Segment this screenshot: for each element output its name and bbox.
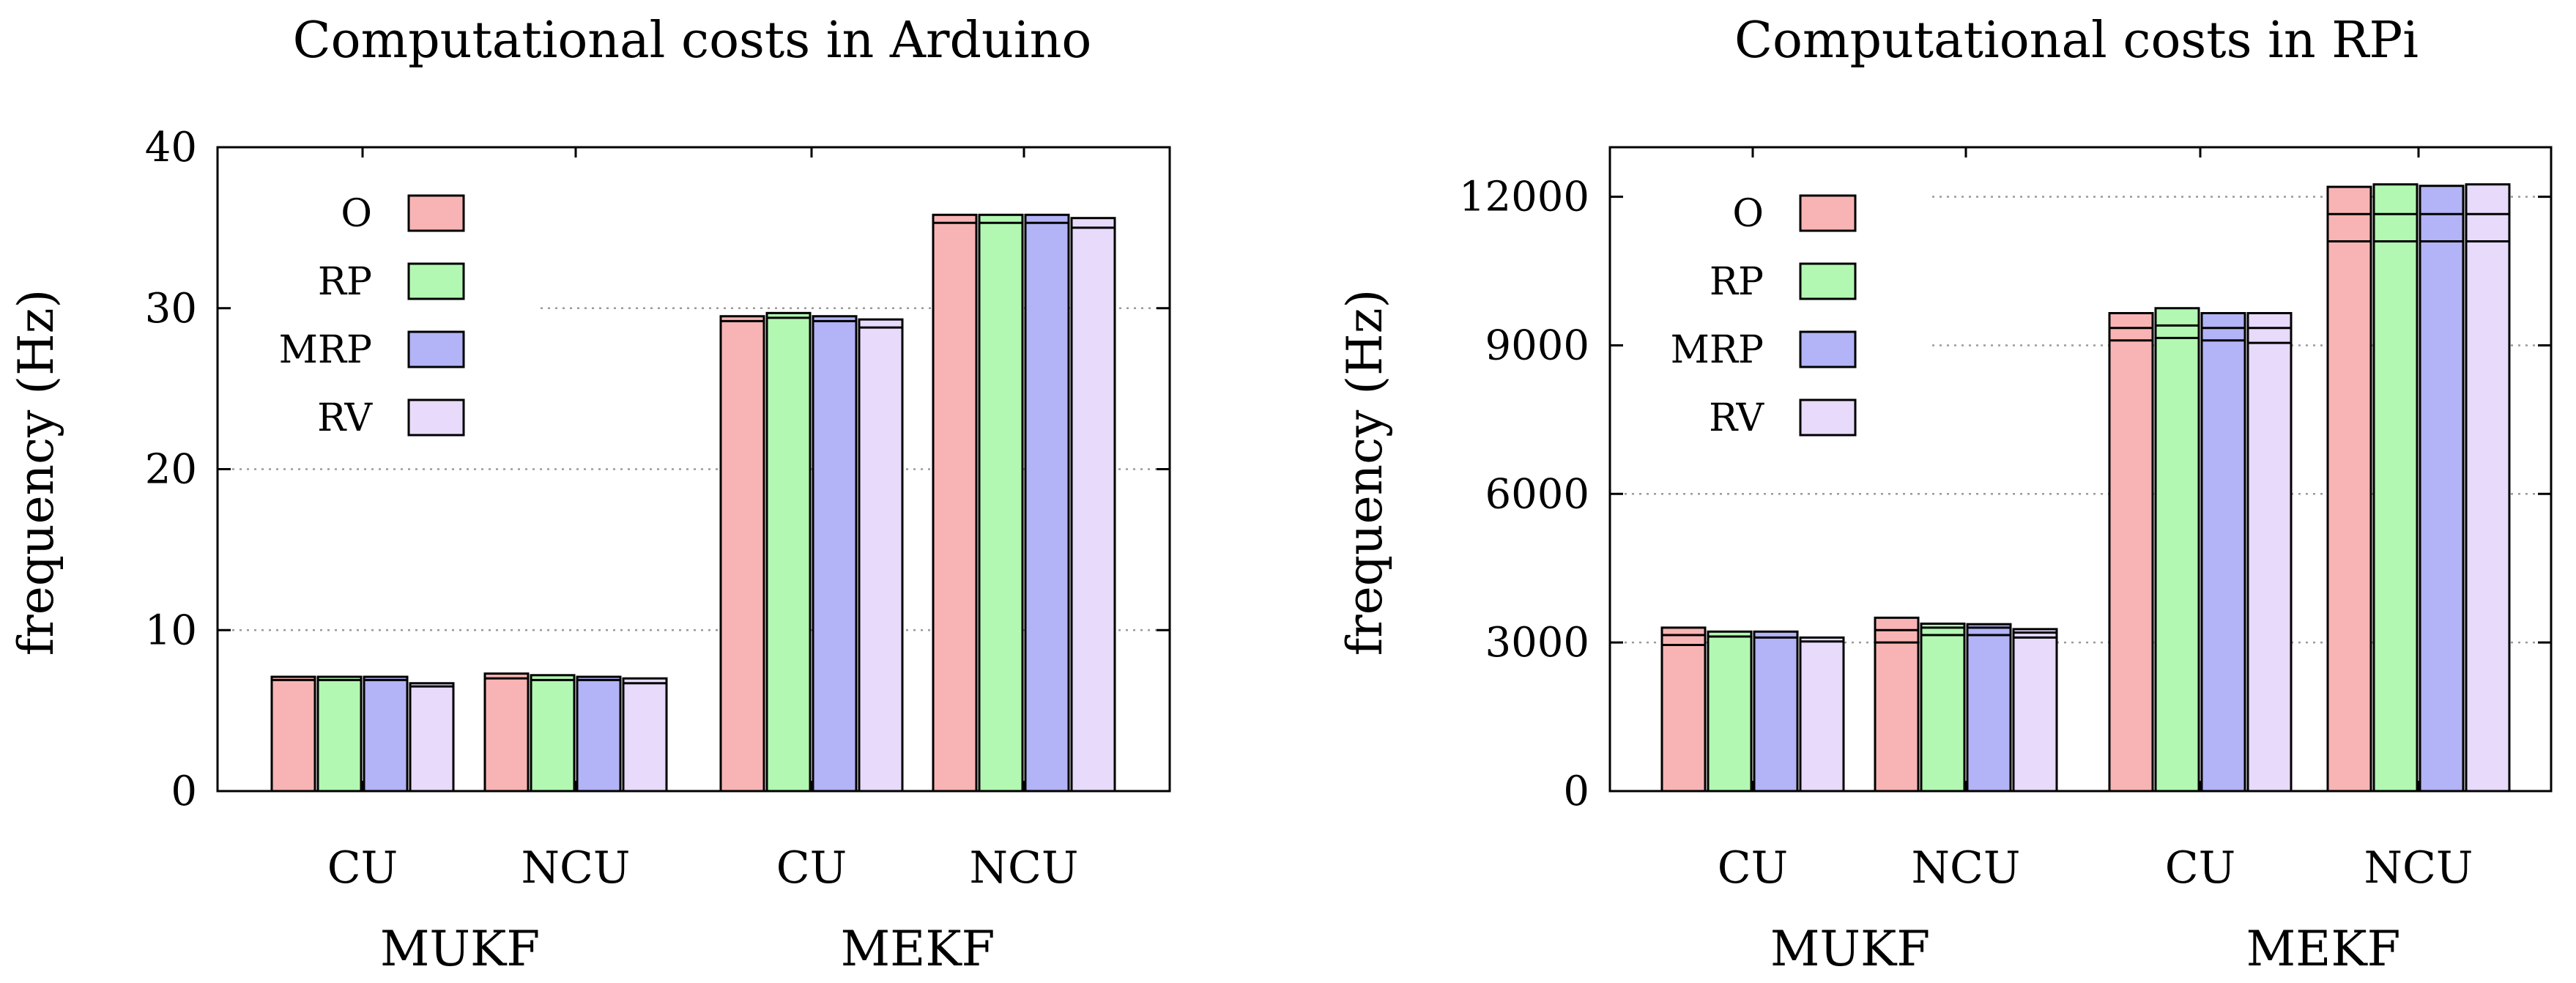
arduino-y-tick-label: 0	[171, 768, 197, 815]
rpi-x-category-label-2: CU	[2165, 842, 2235, 894]
rpi-bar-o-0	[1660, 626, 1707, 793]
arduino-bar-rv-0	[409, 682, 455, 793]
rpi-bar-o-2	[2108, 312, 2154, 793]
arduino-legend-label-rp: RP	[318, 260, 372, 304]
rpi-bar-rp-0	[1707, 630, 1753, 793]
arduino-bar-mrp-1	[576, 675, 622, 793]
rpi-legend-swatch-rv	[1799, 398, 1857, 437]
arduino-bar-o-2	[719, 315, 765, 793]
rpi-y-tick-label: 6000	[1485, 470, 1589, 518]
arduino-bar-mrp-0	[363, 675, 409, 793]
rpi-legend-label-rp: RP	[1710, 260, 1764, 304]
rpi-bar-rp-3	[2372, 183, 2419, 793]
arduino-x-category-label-3: NCU	[970, 842, 1079, 894]
rpi-x-category-label-0: CU	[1718, 842, 1788, 894]
rpi-x-category-label-1: NCU	[1912, 842, 2021, 894]
arduino-legend-swatch-rp	[407, 262, 465, 300]
arduino-group-label-mukf: MUKF	[380, 921, 540, 977]
arduino-legend-swatch-o	[407, 194, 465, 232]
arduino-chart-title: Computational costs in Arduino	[293, 12, 1092, 70]
arduino-y-tick-label: 30	[145, 285, 197, 333]
arduino-bar-rp-2	[765, 311, 812, 793]
arduino-bar-mrp-3	[1024, 213, 1070, 793]
rpi-bar-rp-1	[1920, 622, 1966, 793]
arduino-bar-rv-1	[622, 677, 668, 793]
rpi-bar-rp-2	[2154, 307, 2200, 793]
rpi-group-label-mekf: MEKF	[2246, 921, 2401, 977]
rpi-chart: Computational costs in RPi frequency (Hz…	[1337, 12, 2553, 977]
rpi-group-label-mukf: MUKF	[1770, 921, 1930, 977]
rpi-legend-label-mrp: MRP	[1671, 328, 1764, 372]
rpi-legend-label-rv: RV	[1709, 396, 1764, 440]
rpi-y-tick-label: 3000	[1485, 619, 1589, 667]
rpi-y-tick-label: 0	[1563, 768, 1589, 815]
rpi-bar-mrp-1	[1966, 623, 2012, 793]
arduino-y-tick-label: 10	[145, 607, 197, 654]
arduino-bar-mrp-2	[812, 315, 858, 793]
rpi-bar-o-1	[1874, 616, 1920, 793]
arduino-x-category-label-2: CU	[776, 842, 847, 894]
rpi-y-tick-label: 9000	[1485, 322, 1589, 369]
rpi-bar-rv-0	[1799, 636, 1845, 793]
arduino-y-tick-label: 20	[145, 446, 197, 494]
arduino-x-category-label-0: CU	[327, 842, 398, 894]
arduino-legend-label-mrp: MRP	[279, 328, 372, 372]
rpi-legend-swatch-rp	[1799, 262, 1857, 300]
arduino-bar-o-3	[932, 213, 978, 793]
arduino-legend-label-o: O	[341, 192, 372, 236]
arduino-bar-rp-0	[316, 675, 363, 793]
rpi-legend-swatch-o	[1799, 194, 1857, 232]
arduino-bar-rv-3	[1070, 217, 1116, 793]
rpi-legend-swatch-mrp	[1799, 330, 1857, 368]
rpi-bar-mrp-3	[2419, 185, 2465, 793]
arduino-bar-rp-1	[530, 674, 576, 793]
rpi-y-axis-label: frequency (Hz)	[1337, 289, 1393, 656]
rpi-bar-mrp-2	[2200, 312, 2246, 793]
arduino-chart: Computational costs in Arduino frequency…	[8, 12, 1171, 977]
rpi-x-category-label-3: NCU	[2364, 842, 2473, 894]
rpi-bar-mrp-0	[1753, 630, 1799, 793]
rpi-legend-label-o: O	[1732, 192, 1764, 236]
rpi-bar-o-3	[2326, 185, 2372, 793]
arduino-x-category-label-1: NCU	[521, 842, 631, 894]
arduino-group-label-mekf: MEKF	[841, 921, 995, 977]
rpi-plot-frame	[1608, 146, 2553, 793]
arduino-bar-rv-2	[858, 318, 904, 793]
rpi-y-tick-label: 12000	[1459, 174, 1589, 221]
arduino-bar-o-1	[483, 672, 530, 793]
arduino-legend-label-rv: RV	[317, 396, 373, 440]
arduino-legend-swatch-mrp	[407, 330, 465, 368]
rpi-bar-rv-1	[2012, 628, 2058, 793]
rpi-bar-rv-2	[2246, 312, 2293, 793]
arduino-y-tick-label: 40	[145, 124, 197, 171]
rpi-bar-rv-3	[2465, 183, 2511, 793]
arduino-plot-frame	[216, 146, 1171, 793]
arduino-legend-swatch-rv	[407, 398, 465, 437]
arduino-bar-rp-3	[978, 213, 1024, 793]
rpi-chart-title: Computational costs in RPi	[1734, 12, 2419, 70]
arduino-y-axis-label: frequency (Hz)	[8, 289, 64, 656]
arduino-bar-o-0	[270, 675, 316, 793]
